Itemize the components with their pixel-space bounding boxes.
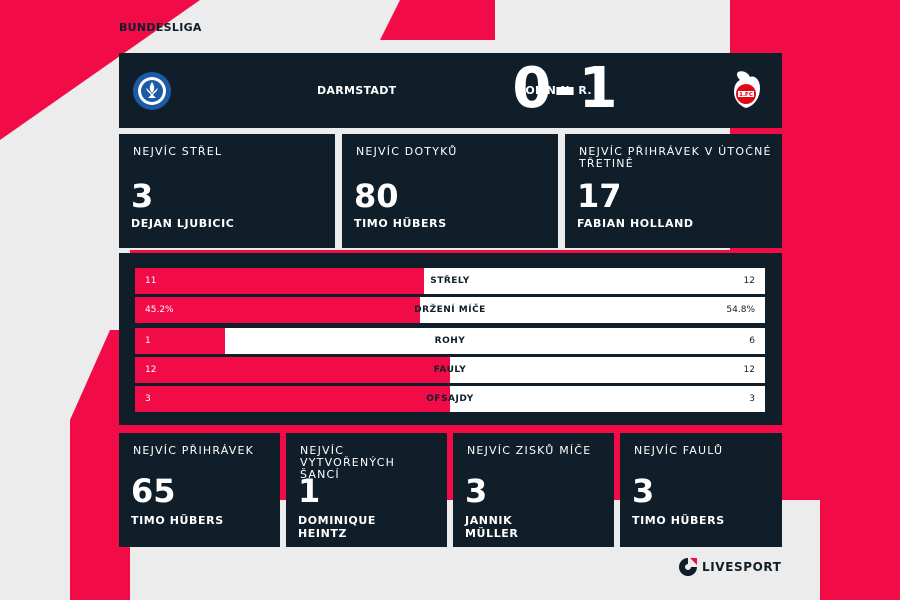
home-team-name: DARMSTADT xyxy=(317,84,397,97)
card-value: 1 xyxy=(298,472,321,510)
bottom-card-recoveries: NEJVÍC ZISKŮ MÍČE 3 JANNIK MÜLLER xyxy=(453,433,614,547)
top-card-shots: NEJVÍC STŘEL 3 DEJAN LJUBICIC xyxy=(119,134,335,248)
card-player: TIMO HÜBERS xyxy=(354,217,447,230)
stat-bar-fill xyxy=(135,268,424,294)
stat-row-possession: 45.2% DRŽENÍ MÍČE 54.8% xyxy=(135,297,765,323)
stat-home-value: 11 xyxy=(145,276,157,286)
card-label: NEJVÍC PŘIHRÁVEK V ÚTOČNÉ TŘETINĚ xyxy=(579,145,772,170)
card-player: FABIAN HOLLAND xyxy=(577,217,694,230)
card-player: TIMO HÜBERS xyxy=(632,514,725,527)
stat-away-value: 54.8% xyxy=(726,305,755,315)
top-card-final-third-passes: NEJVÍC PŘIHRÁVEK V ÚTOČNÉ TŘETINĚ 17 FAB… xyxy=(565,134,782,248)
bottom-card-chances-created: NEJVÍC VYTVOŘENÝCH ŠANCÍ 1 DOMINIQUE HEI… xyxy=(286,433,447,547)
stat-row-shots: 11 STŘELY 12 xyxy=(135,268,765,294)
brand-name: LIVESPORT xyxy=(702,560,782,574)
stat-away-value: 6 xyxy=(749,336,755,346)
koln-crest-icon: 1.FC xyxy=(734,71,760,108)
card-label: NEJVÍC ZISKŮ MÍČE xyxy=(467,444,592,457)
stat-away-value: 3 xyxy=(749,394,755,404)
stat-home-value: 1 xyxy=(145,336,151,346)
card-value: 3 xyxy=(632,472,655,510)
card-label: NEJVÍC VYTVOŘENÝCH ŠANCÍ xyxy=(300,444,396,481)
card-value: 3 xyxy=(465,472,488,510)
card-label: NEJVÍC STŘEL xyxy=(133,145,223,158)
card-player: TIMO HÜBERS xyxy=(131,514,224,527)
card-value: 65 xyxy=(131,472,176,510)
card-player: DOMINIQUE HEINTZ xyxy=(298,514,377,540)
card-player: JANNIK MÜLLER xyxy=(465,514,519,540)
bottom-card-fouls: NEJVÍC FAULŮ 3 TIMO HÜBERS xyxy=(620,433,782,547)
stat-home-value: 3 xyxy=(145,394,151,404)
league-title: BUNDESLIGA xyxy=(119,21,202,34)
svg-text:1.FC: 1.FC xyxy=(739,92,753,98)
stat-home-value: 45.2% xyxy=(145,305,174,315)
livesport-logo-icon xyxy=(679,558,697,576)
bottom-card-passes: NEJVÍC PŘIHRÁVEK 65 TIMO HÜBERS xyxy=(119,433,280,547)
stat-bar-fill xyxy=(135,328,226,354)
card-value: 17 xyxy=(577,177,622,215)
match-header: DARMSTADT 0-1 KOLÍN N. R. 1.FC xyxy=(119,53,782,128)
stat-home-value: 12 xyxy=(145,365,157,375)
stat-bar-fill xyxy=(135,386,450,412)
stats-comparison: 11 STŘELY 12 45.2% DRŽENÍ MÍČE 54.8% 1 R… xyxy=(119,253,782,425)
stat-bar-fill xyxy=(135,357,450,383)
darmstadt-crest-icon xyxy=(133,72,171,110)
stat-label: DRŽENÍ MÍČE xyxy=(414,305,486,315)
stat-label: STŘELY xyxy=(430,276,470,286)
stat-away-value: 12 xyxy=(743,365,755,375)
card-label: NEJVÍC DOTYKŮ xyxy=(356,145,458,158)
stat-row-corners: 1 ROHY 6 xyxy=(135,328,765,354)
card-value: 80 xyxy=(354,177,399,215)
stat-label: ROHY xyxy=(434,336,466,346)
card-label: NEJVÍC PŘIHRÁVEK xyxy=(133,444,255,457)
card-player: DEJAN LJUBICIC xyxy=(131,217,235,230)
away-team-name: KOLÍN N. R. xyxy=(517,84,592,97)
stat-label: OFSAJDY xyxy=(426,394,474,404)
stat-away-value: 12 xyxy=(743,276,755,286)
stat-bar-fill xyxy=(135,297,420,323)
stat-row-offsides: 3 OFSAJDY 3 xyxy=(135,386,765,412)
stat-row-fouls: 12 FAULY 12 xyxy=(135,357,765,383)
match-score: 0-1 xyxy=(512,56,620,121)
card-label: NEJVÍC FAULŮ xyxy=(634,444,724,457)
stat-label: FAULY xyxy=(433,365,467,375)
card-value: 3 xyxy=(131,177,154,215)
top-card-touches: NEJVÍC DOTYKŮ 80 TIMO HÜBERS xyxy=(342,134,558,248)
